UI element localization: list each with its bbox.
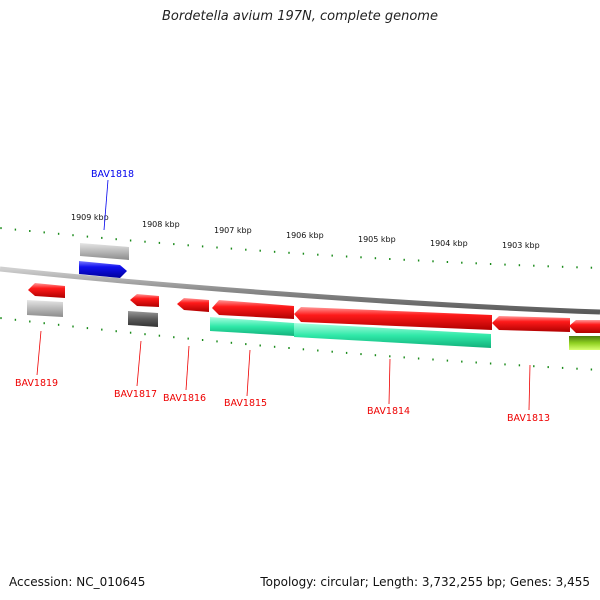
gene-label-bav1813[interactable]: BAV1813 (507, 413, 550, 424)
ruler-label-1903: 1903 kbp (502, 241, 540, 250)
ruler-label-1907: 1907 kbp (214, 226, 252, 235)
leader-line-bav1817 (136, 340, 142, 387)
gene-arrow-next[interactable] (569, 320, 600, 333)
gene-label-bav1816[interactable]: BAV1816 (163, 393, 206, 404)
accession-label: Accession: NC_010645 (9, 575, 146, 589)
ruler-label-1908: 1908 kbp (142, 220, 180, 229)
ruler-label-1904: 1904 kbp (430, 239, 468, 248)
gene-arrow-bav1819[interactable] (28, 283, 65, 298)
gene-arrow-bav1814[interactable] (294, 307, 492, 330)
cog-block-bav1815[interactable] (210, 317, 294, 336)
cog-block-bav1819[interactable] (27, 300, 63, 317)
leader-line-bav1819 (36, 330, 42, 376)
leader-line-bav1815 (246, 349, 251, 397)
gene-arrow-bav1818[interactable] (79, 261, 127, 278)
ruler-label-1906: 1906 kbp (286, 231, 324, 240)
gene-arrow-bav1815[interactable] (212, 300, 294, 319)
leader-line-bav1813 (528, 364, 531, 411)
gene-label-bav1814[interactable]: BAV1814 (367, 406, 410, 417)
gene-arrow-bav1817[interactable] (130, 294, 159, 307)
gene-label-bav1818[interactable]: BAV1818 (91, 169, 134, 180)
cog-block-bav1814[interactable] (294, 323, 491, 348)
topology-label: Topology: circular; Length: 3,732,255 bp… (260, 575, 590, 589)
ruler-label-1905: 1905 kbp (358, 235, 396, 244)
gene-label-bav1815[interactable]: BAV1815 (224, 398, 267, 409)
leader-line-bav1816 (185, 345, 190, 391)
leader-line-bav1818 (103, 179, 109, 231)
cog-block-bav1817[interactable] (128, 311, 158, 327)
genome-backbone (0, 266, 600, 315)
gene-label-bav1817[interactable]: BAV1817 (114, 389, 157, 400)
gene-arrow-bav1813[interactable] (492, 316, 570, 332)
ruler-label-1909: 1909 kbp (71, 213, 109, 222)
inner-scale-ruler (0, 317, 593, 371)
leader-line-bav1814 (388, 358, 391, 405)
map-title: Bordetella avium 197N, complete genome (162, 9, 438, 24)
gene-arrow-bav1816[interactable] (177, 298, 209, 312)
cog-block-next[interactable] (569, 336, 600, 350)
cog-block-bav1818[interactable] (80, 243, 129, 260)
gene-label-bav1819[interactable]: BAV1819 (15, 378, 58, 389)
outer-scale-ruler (0, 227, 593, 269)
